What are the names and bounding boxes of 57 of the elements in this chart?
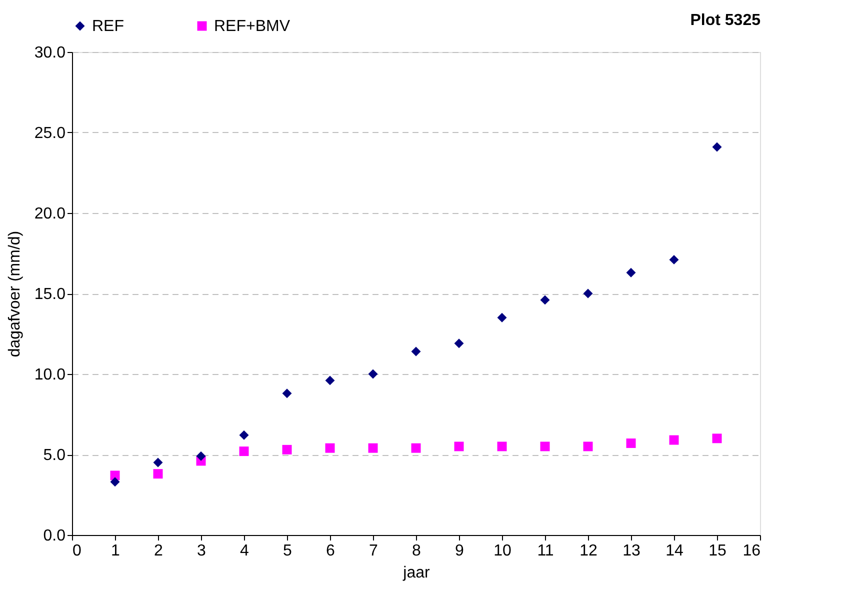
y-tick-label: 25.0 xyxy=(34,125,66,142)
x-tick-label: 2 xyxy=(154,542,164,560)
x-tick-label: 10 xyxy=(494,542,512,560)
x-tick-label: 8 xyxy=(412,542,422,560)
point xyxy=(583,442,593,452)
point xyxy=(497,442,507,452)
x-tick-label: 4 xyxy=(240,542,250,560)
y-tick-label: 5.0 xyxy=(43,447,66,464)
x-tick-label: 7 xyxy=(369,542,378,560)
x-tick-label: 13 xyxy=(622,542,640,560)
point xyxy=(239,430,249,440)
x-tick-label: 11 xyxy=(537,542,554,560)
x-tick-label: 3 xyxy=(197,542,206,560)
x-axis-title: jaar xyxy=(402,564,431,582)
x-tick-label: 5 xyxy=(283,542,292,560)
x-tick-label: 14 xyxy=(666,542,684,560)
point xyxy=(196,451,206,461)
point xyxy=(497,312,507,322)
point xyxy=(669,254,679,264)
point xyxy=(153,458,163,468)
point xyxy=(712,142,722,152)
point xyxy=(282,388,292,398)
point xyxy=(583,288,593,298)
y-tick-label: 15.0 xyxy=(34,286,66,303)
legend-label: REF+BMV xyxy=(214,18,290,35)
point xyxy=(411,346,421,356)
x-tick-label: 12 xyxy=(580,542,598,560)
x-tick-label: 9 xyxy=(455,542,464,560)
point xyxy=(368,369,378,379)
x-tick-label: 1 xyxy=(111,542,120,560)
point xyxy=(626,268,636,278)
x-tick-label: 6 xyxy=(326,542,336,560)
x-tick-label: 15 xyxy=(708,542,726,560)
point xyxy=(325,443,335,453)
point xyxy=(454,338,464,348)
point xyxy=(368,443,378,453)
point xyxy=(239,446,249,456)
x-tick-label: 16 xyxy=(742,542,761,560)
point xyxy=(282,444,292,454)
point xyxy=(712,434,722,444)
x-tick-label: 0 xyxy=(72,542,82,560)
point xyxy=(153,469,163,479)
point xyxy=(669,435,679,445)
point xyxy=(325,376,335,386)
point xyxy=(540,442,550,452)
chart-title: Plot 5325 xyxy=(690,12,761,29)
point xyxy=(411,443,421,453)
y-tick-label: 20.0 xyxy=(34,206,66,222)
point xyxy=(626,438,636,448)
legend-label: REF xyxy=(92,18,124,35)
point xyxy=(110,477,120,487)
point xyxy=(540,295,550,305)
y-tick-label: 10.0 xyxy=(34,366,66,384)
y-tick-label: 30.0 xyxy=(34,44,66,62)
y-tick-label: 0.0 xyxy=(43,528,66,544)
point xyxy=(454,442,464,452)
y-axis-title: dagafvoer (mm/d) xyxy=(6,230,24,358)
